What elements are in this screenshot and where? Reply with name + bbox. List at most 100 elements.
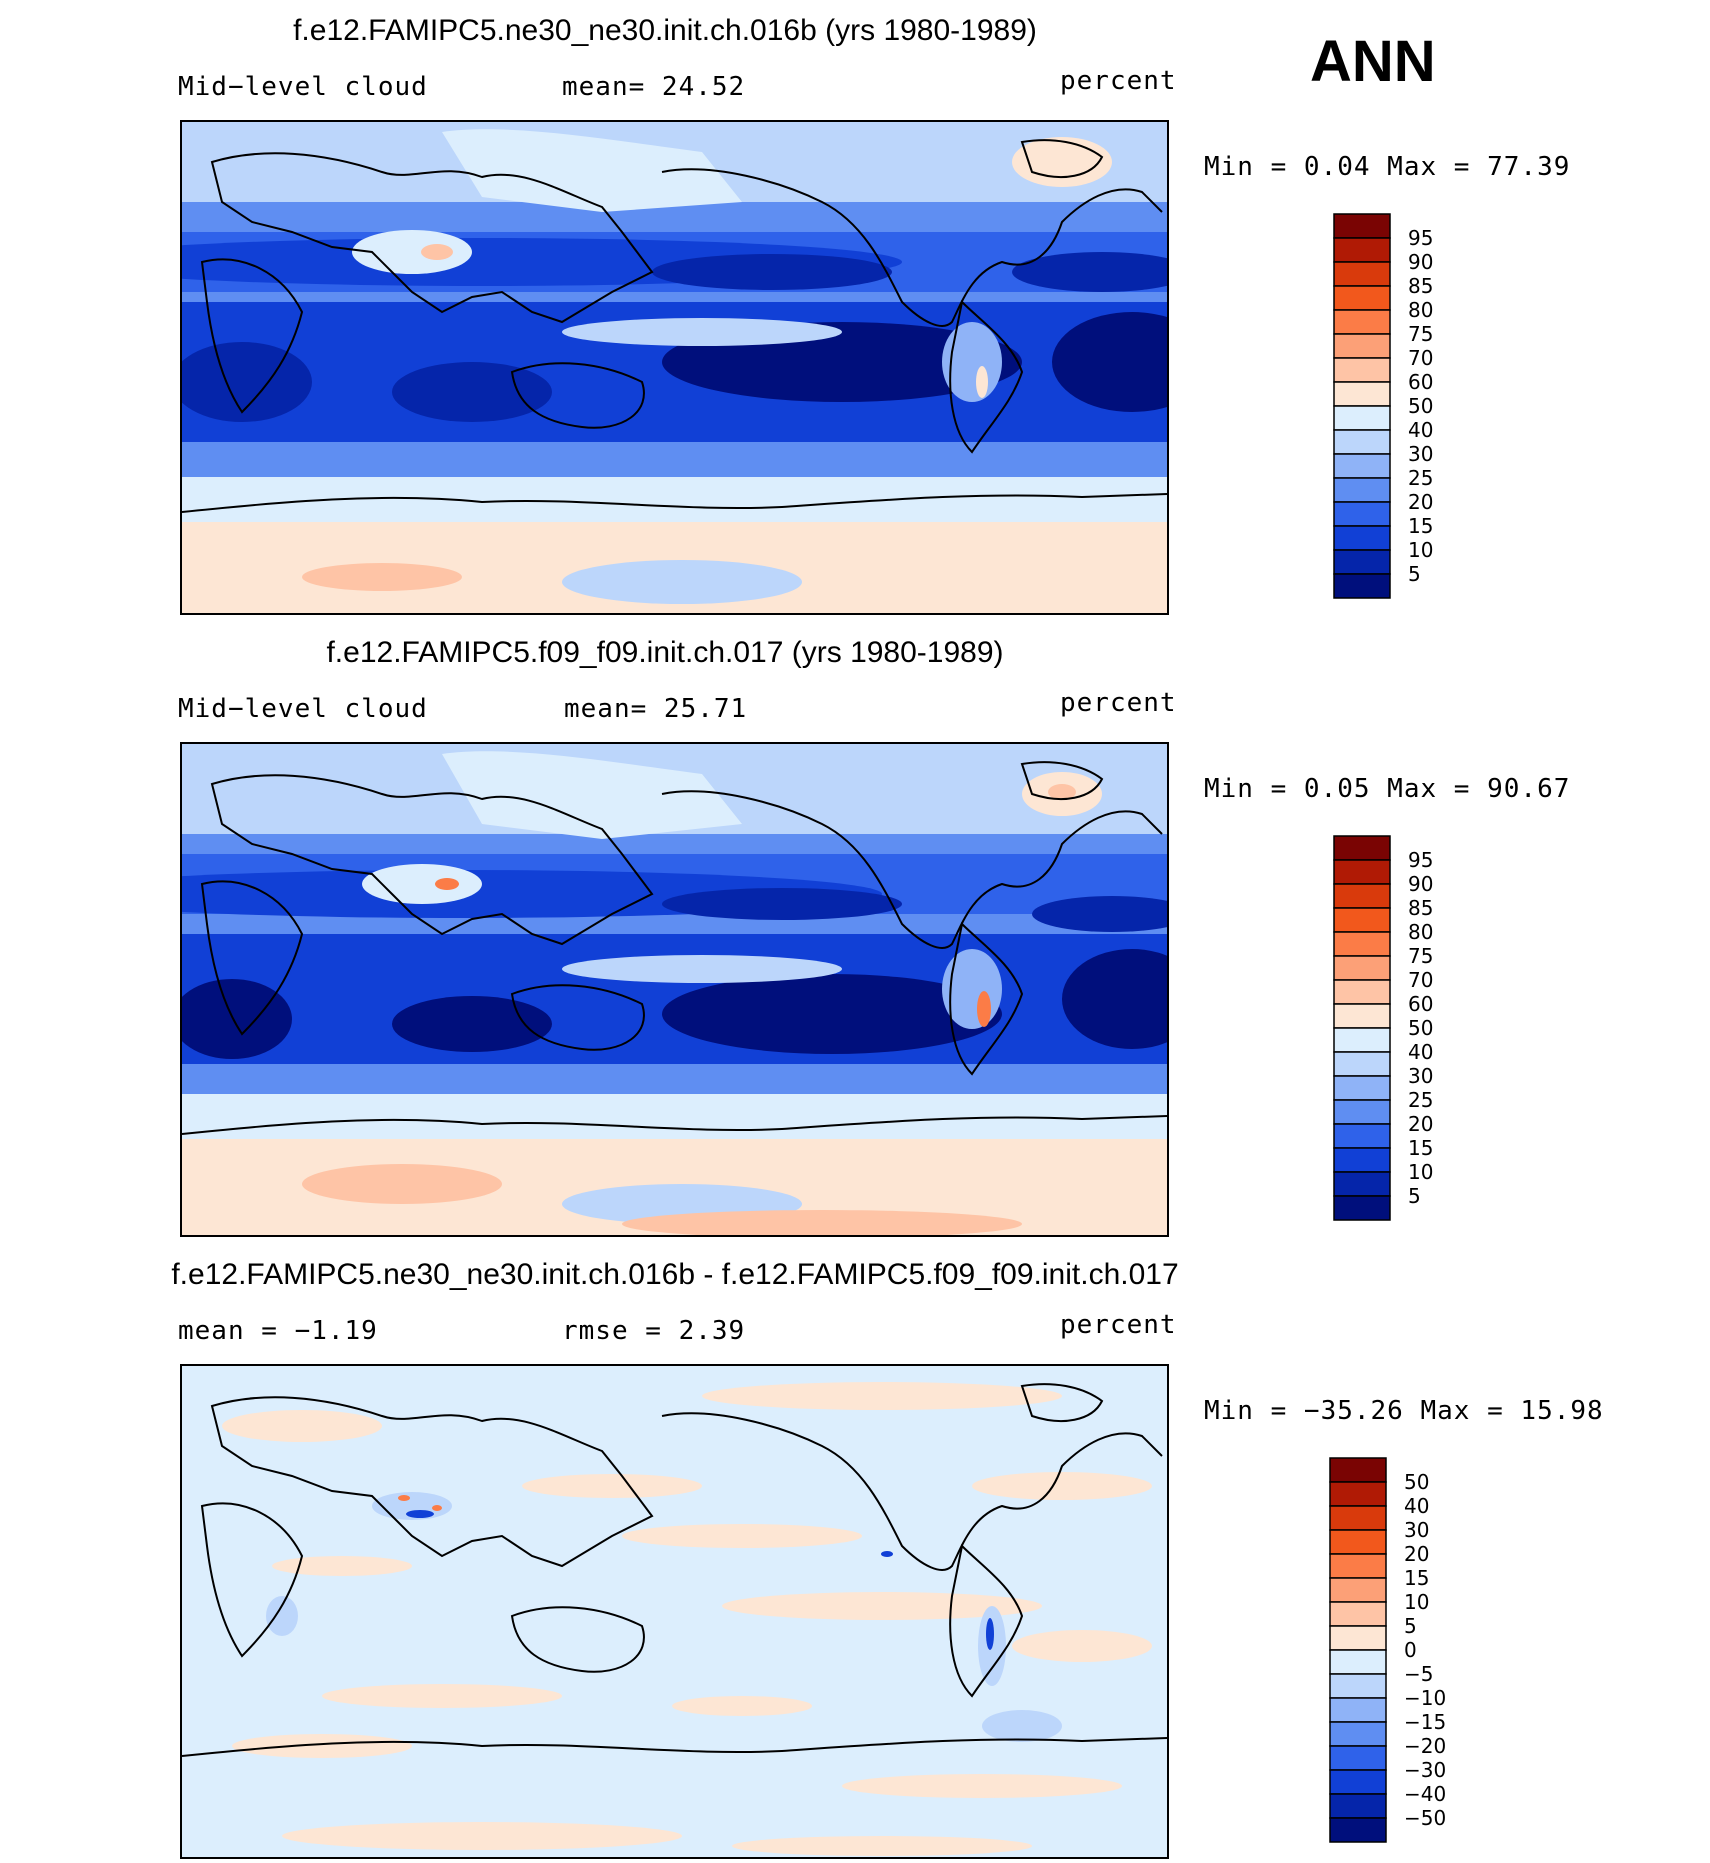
colorbar-tick-label: 70: [1408, 968, 1434, 992]
colorbar-swatch: [1329, 1769, 1387, 1795]
colorbar-swatch: [1333, 1147, 1391, 1173]
colorbar-swatch: [1333, 357, 1391, 383]
colorbar-tick-label: 30: [1404, 1518, 1430, 1542]
panel-2-map: [180, 742, 1169, 1237]
panel-1-mean: mean= 24.52: [562, 72, 746, 102]
colorbar-tick-label: 30: [1408, 1064, 1434, 1088]
colorbar-swatch: [1329, 1649, 1387, 1675]
colorbar-swatch: [1329, 1505, 1387, 1531]
panel-2-mean: mean= 25.71: [564, 694, 748, 724]
panel-3-mean: mean = −1.19: [178, 1316, 378, 1346]
colorbar-swatch: [1333, 1075, 1391, 1101]
colorbar-swatch: [1333, 405, 1391, 431]
colorbar-swatch: [1333, 907, 1391, 933]
panel-2-minmax: Min = 0.05 Max = 90.67: [1204, 774, 1571, 804]
colorbar-swatch: [1329, 1817, 1387, 1843]
colorbar-tick-label: 75: [1408, 944, 1434, 968]
colorbar-swatch: [1329, 1601, 1387, 1627]
colorbar-tick-label: 0: [1404, 1638, 1417, 1662]
panel-3-title: f.e12.FAMIPC5.ne30_ne30.init.ch.016b - f…: [171, 1258, 1179, 1291]
colorbar-tick-label: 25: [1408, 1088, 1434, 1112]
panel-3-rmse: rmse = 2.39: [562, 1316, 746, 1346]
colorbar-tick-label: 90: [1408, 250, 1434, 274]
panel-2-colorbar: [1332, 834, 1394, 1227]
colorbar-swatch: [1333, 501, 1391, 527]
colorbar-swatch: [1329, 1673, 1387, 1699]
colorbar-swatch: [1333, 333, 1391, 359]
colorbar-swatch: [1333, 429, 1391, 455]
panel-2-map-svg: [182, 744, 1167, 1235]
colorbar-tick-label: 5: [1404, 1614, 1417, 1638]
season-label: ANN: [1310, 29, 1436, 94]
colorbar-swatch: [1333, 549, 1391, 575]
colorbar-tick-label: 5: [1408, 562, 1421, 586]
colorbar-swatch: [1333, 477, 1391, 503]
panel-1-map-svg: [182, 122, 1167, 613]
colorbar-swatch: [1333, 835, 1391, 861]
colorbar-swatch: [1333, 931, 1391, 957]
colorbar-swatch: [1329, 1625, 1387, 1651]
colorbar-tick-label: 20: [1408, 1112, 1434, 1136]
colorbar-tick-label: −10: [1404, 1686, 1447, 1710]
colorbar-swatch: [1329, 1577, 1387, 1603]
colorbar-tick-label: 20: [1408, 490, 1434, 514]
colorbar-swatch: [1329, 1697, 1387, 1723]
colorbar-tick-label: 60: [1408, 370, 1434, 394]
colorbar-tick-label: 25: [1408, 466, 1434, 490]
colorbar-swatch: [1333, 1099, 1391, 1125]
colorbar-swatch: [1329, 1721, 1387, 1747]
panel-1-colorbar-swatches: [1333, 213, 1391, 599]
colorbar-swatch: [1333, 381, 1391, 407]
colorbar-swatch: [1333, 1003, 1391, 1029]
colorbar-tick-label: −30: [1404, 1758, 1447, 1782]
colorbar-swatch: [1329, 1553, 1387, 1579]
colorbar-tick-label: −15: [1404, 1710, 1447, 1734]
panel-3-minmax: Min = −35.26 Max = 15.98: [1204, 1396, 1604, 1426]
colorbar-tick-label: 60: [1408, 992, 1434, 1016]
colorbar-tick-label: 70: [1408, 346, 1434, 370]
colorbar-tick-label: 40: [1408, 1040, 1434, 1064]
colorbar-swatch: [1329, 1793, 1387, 1819]
colorbar-tick-label: 75: [1408, 322, 1434, 346]
panel-3-units: percent: [1060, 1310, 1177, 1340]
colorbar-tick-label: 85: [1408, 274, 1434, 298]
colorbar-tick-label: 20: [1404, 1542, 1430, 1566]
colorbar-tick-label: 40: [1404, 1494, 1430, 1518]
colorbar-swatch: [1333, 1051, 1391, 1077]
colorbar-tick-label: 15: [1408, 1136, 1434, 1160]
colorbar-swatch: [1333, 1027, 1391, 1053]
colorbar-swatch: [1333, 979, 1391, 1005]
colorbar-swatch: [1329, 1529, 1387, 1555]
colorbar-swatch: [1333, 1195, 1391, 1221]
colorbar-tick-label: 50: [1408, 1016, 1434, 1040]
colorbar-tick-label: 85: [1408, 896, 1434, 920]
panel-1-variable: Mid−level cloud: [178, 72, 428, 102]
panel-3-map-svg: [182, 1366, 1167, 1857]
colorbar-swatch: [1333, 525, 1391, 551]
colorbar-tick-label: 95: [1408, 226, 1434, 250]
colorbar-tick-label: 15: [1404, 1566, 1430, 1590]
colorbar-tick-label: −50: [1404, 1806, 1447, 1830]
colorbar-swatch: [1333, 285, 1391, 311]
colorbar-tick-label: −5: [1404, 1662, 1434, 1686]
colorbar-tick-label: 90: [1408, 872, 1434, 896]
colorbar-tick-label: 15: [1408, 514, 1434, 538]
colorbar-swatch: [1333, 453, 1391, 479]
colorbar-swatch: [1333, 883, 1391, 909]
colorbar-swatch: [1329, 1481, 1387, 1507]
colorbar-tick-label: 10: [1408, 538, 1434, 562]
colorbar-tick-label: 30: [1408, 442, 1434, 466]
panel-3-colorbar-swatches: [1329, 1457, 1387, 1843]
colorbar-swatch: [1333, 261, 1391, 287]
colorbar-tick-label: 50: [1404, 1470, 1430, 1494]
panel-3-colorbar: [1328, 1456, 1390, 1849]
colorbar-swatch: [1329, 1457, 1387, 1483]
panel-1-map: [180, 120, 1169, 615]
colorbar-swatch: [1333, 573, 1391, 599]
colorbar-swatch: [1333, 859, 1391, 885]
panel-3-map: [180, 1364, 1169, 1859]
colorbar-tick-label: −20: [1404, 1734, 1447, 1758]
panel-1-minmax: Min = 0.04 Max = 77.39: [1204, 152, 1571, 182]
panel-2-colorbar-swatches: [1333, 835, 1391, 1221]
colorbar-swatch: [1329, 1745, 1387, 1771]
